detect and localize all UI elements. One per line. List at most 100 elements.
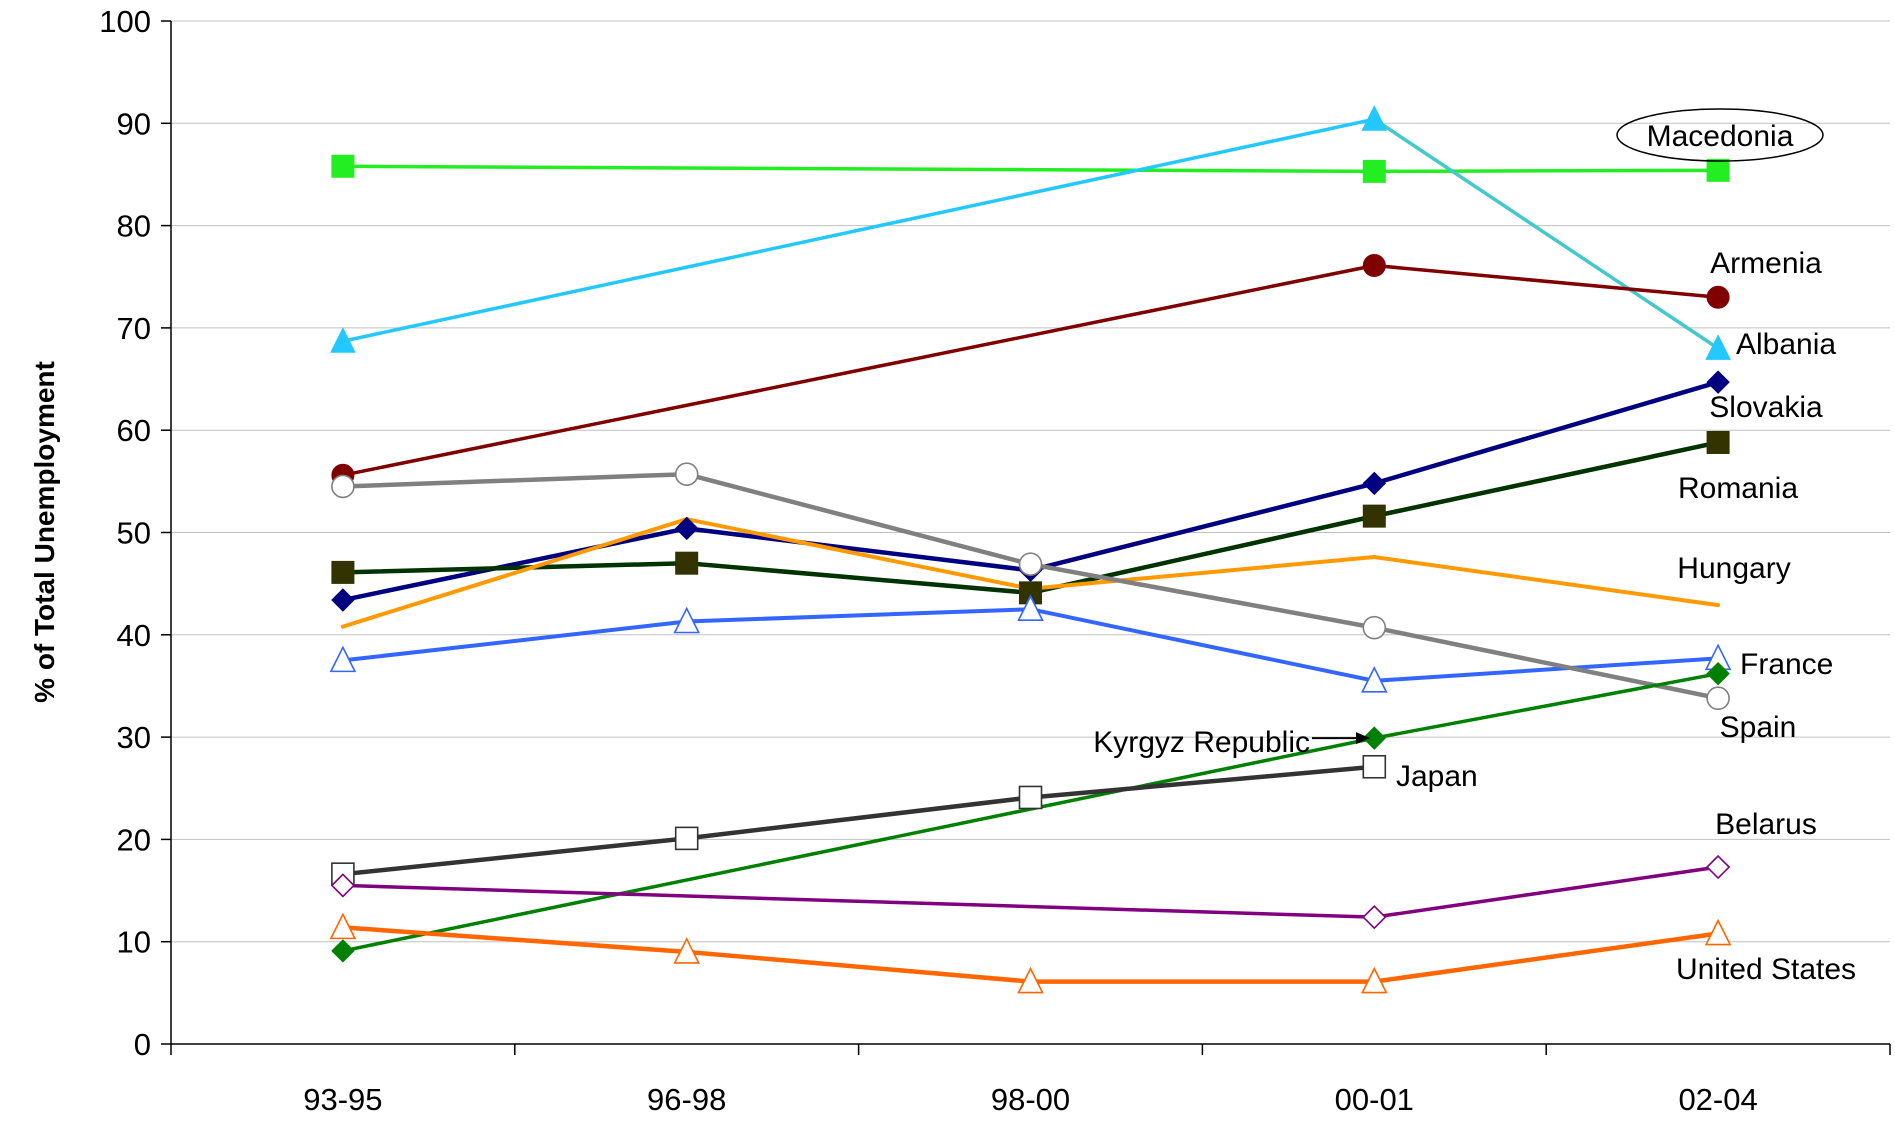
line-slovakia-seg-0 (340, 526, 689, 603)
point-france-00-01 (1361, 666, 1388, 693)
point-spain-98-00 (1018, 552, 1043, 577)
line-japan-seg-1 (684, 795, 1033, 841)
line-slovakia-seg-2 (1028, 481, 1377, 573)
point-spain-00-01 (1362, 615, 1387, 640)
point-albania-00-01 (1361, 105, 1388, 131)
point-slovakia-00-01 (1362, 471, 1387, 496)
point-romania-02-04 (1706, 430, 1730, 454)
line-japan-seg-2 (1028, 764, 1377, 800)
point-armenia-02-04 (1706, 285, 1730, 309)
line-albania-seg-1 (1372, 117, 1720, 351)
line-hungary-seg-3 (1372, 555, 1721, 608)
line-hungary-seg-2 (1028, 555, 1377, 591)
series-markers (329, 105, 1732, 994)
series-lines (340, 117, 1721, 984)
point-belarus-93-95 (330, 873, 356, 898)
line-slovakia-seg-3 (1372, 379, 1721, 486)
y-tick-label-40: 40 (117, 618, 151, 653)
x-tick-label-96-98: 96-98 (647, 1082, 726, 1117)
point-slovakia-93-95 (331, 588, 355, 612)
line-macedonia-seg-0 (341, 164, 1377, 174)
series-label-albania: Albania (1736, 328, 1836, 361)
series-label-japan: Japan (1396, 760, 1478, 793)
point-macedonia-02-04 (1706, 158, 1730, 182)
series-label-kyrgyz-republic: Kyrgyz Republic (1093, 726, 1310, 759)
line-belarus-seg-0 (341, 883, 1377, 919)
line-france-seg-0 (340, 619, 689, 663)
line-france-seg-2 (1028, 607, 1377, 683)
point-japan-96-98 (674, 826, 699, 851)
line-france-seg-3 (1372, 656, 1721, 683)
series-label-hungary: Hungary (1677, 552, 1790, 585)
y-tick-label-20: 20 (117, 822, 151, 857)
point-belarus-00-01 (1362, 905, 1387, 930)
y-tick-label-60: 60 (117, 413, 151, 448)
point-romania-96-98 (675, 551, 699, 575)
series-label-macedonia: Macedonia (1647, 120, 1794, 153)
point-france-96-98 (673, 606, 700, 634)
point-kyrgyz-republic-00-01 (1362, 726, 1387, 750)
point-spain-96-98 (674, 462, 699, 486)
point-armenia-00-01 (1362, 253, 1386, 277)
line-romania-seg-0 (340, 560, 689, 575)
annotations (1312, 108, 1824, 745)
point-japan-98-00 (1018, 785, 1043, 810)
line-japan-seg-0 (340, 836, 689, 877)
series-label-belarus: Belarus (1715, 808, 1817, 841)
line-united-states-seg-3 (1372, 931, 1721, 984)
series-labels: Macedonia Albania Armenia Slovakia Romania Hu… (1093, 120, 1856, 986)
x-tick-labels: 93-95 96-98 98-00 00-01 02-04 (303, 1082, 1757, 1117)
point-macedonia-93-95 (331, 154, 355, 178)
point-slovakia-96-98 (674, 516, 699, 541)
line-albania-seg-0 (341, 117, 1377, 343)
line-united-states-seg-0 (340, 925, 689, 955)
point-united-states-96-98 (673, 937, 700, 964)
line-spain-seg-2 (1028, 561, 1377, 630)
y-tick-label-10: 10 (117, 925, 151, 960)
y-tick-label-90: 90 (117, 106, 151, 141)
point-albania-02-04 (1705, 334, 1731, 360)
point-france-98-00 (1017, 594, 1044, 622)
line-spain-seg-1 (684, 471, 1033, 567)
line-armenia-seg-0 (341, 263, 1377, 477)
point-spain-93-95 (331, 474, 355, 499)
series-label-spain: Spain (1720, 711, 1797, 744)
point-romania-93-95 (331, 560, 355, 584)
y-tick-label-100: 100 (99, 4, 151, 39)
line-france-seg-1 (684, 607, 1033, 624)
y-tick-labels: 0 10 20 30 40 50 60 70 80 90 100 (99, 4, 151, 1062)
point-united-states-02-04 (1704, 918, 1732, 946)
x-tick-label-93-95: 93-95 (303, 1082, 382, 1117)
point-spain-02-04 (1706, 686, 1730, 711)
point-kyrgyz-republic-02-04 (1706, 661, 1730, 686)
point-united-states-00-01 (1361, 966, 1388, 994)
kyrgyz-arrow-head (1356, 732, 1370, 745)
line-romania-seg-3 (1372, 440, 1721, 519)
y-tick-label-80: 80 (117, 209, 151, 244)
line-hungary-seg-1 (684, 517, 1033, 591)
x-tick-label-98-00: 98-00 (991, 1082, 1070, 1117)
series-label-united-states: United States (1676, 953, 1856, 986)
line-slovakia-seg-1 (684, 526, 1033, 573)
line-belarus-seg-1 (1372, 865, 1720, 919)
point-kyrgyz-republic-93-95 (331, 939, 355, 963)
y-tick-label-70: 70 (117, 311, 151, 346)
point-japan-00-01 (1362, 754, 1387, 779)
point-albania-93-95 (330, 327, 356, 353)
series-label-armenia: Armenia (1710, 247, 1822, 280)
macedonia-highlight-ellipse (1616, 108, 1824, 162)
series-label-romania: Romania (1678, 472, 1798, 505)
y-axis-title: % of Total Unemployment (29, 361, 60, 703)
line-romania-seg-2 (1028, 513, 1377, 596)
y-tick-label-30: 30 (117, 720, 151, 755)
point-macedonia-00-01 (1362, 159, 1386, 183)
point-france-93-95 (329, 645, 357, 673)
x-tick-label-02-04: 02-04 (1678, 1082, 1757, 1117)
series-label-slovakia: Slovakia (1709, 391, 1823, 424)
line-spain-seg-0 (340, 471, 689, 489)
y-tick-label-0: 0 (134, 1027, 151, 1062)
line-spain-seg-3 (1372, 625, 1721, 701)
point-united-states-93-95 (329, 912, 357, 940)
line-romania-seg-1 (684, 560, 1033, 596)
